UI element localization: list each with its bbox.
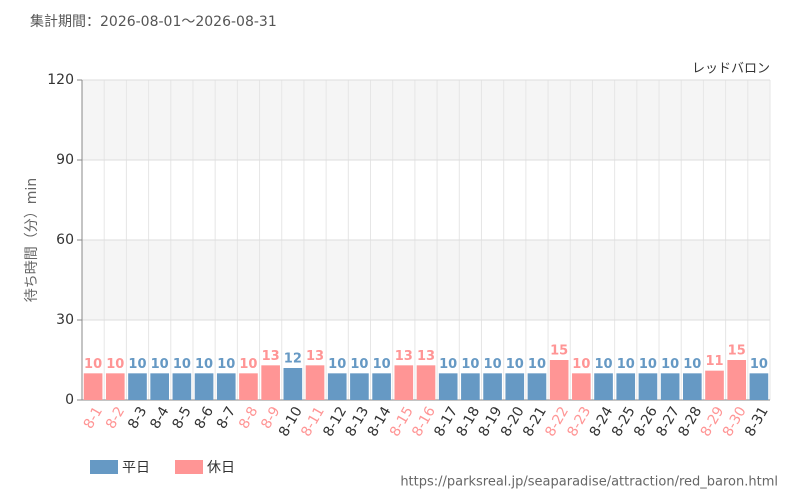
bar	[83, 373, 103, 400]
bar	[394, 365, 414, 400]
bar	[216, 373, 236, 400]
legend: 平日 休日	[90, 460, 235, 476]
data-label: 10	[506, 357, 524, 372]
bar	[416, 365, 436, 400]
bar	[594, 373, 613, 400]
data-label: 10	[461, 357, 479, 372]
bar	[172, 373, 192, 400]
x-tick-label: 8-1	[81, 404, 106, 432]
data-label: 10	[750, 357, 768, 372]
data-label: 10	[617, 357, 635, 372]
bar	[727, 360, 747, 400]
data-label: 10	[84, 357, 102, 372]
bar	[261, 365, 280, 400]
bar	[483, 373, 502, 400]
bar	[305, 365, 325, 400]
bar	[705, 370, 724, 400]
bar	[327, 373, 347, 400]
x-tick-label: 8-7	[214, 404, 239, 432]
chart-title: 集計期間：2026-08-01～2026-08-31	[30, 13, 277, 30]
bar	[683, 373, 702, 400]
bar	[128, 373, 147, 400]
data-label: 13	[262, 349, 280, 364]
data-label: 10	[661, 357, 679, 372]
data-label: 10	[328, 357, 346, 372]
data-label: 13	[417, 349, 435, 364]
legend-label: 休日	[207, 460, 235, 476]
bar	[105, 373, 125, 400]
bar	[660, 373, 680, 400]
data-label: 10	[173, 357, 191, 372]
x-tick-label: 8-31	[742, 404, 772, 440]
y-tick-label: 60	[56, 232, 74, 248]
data-label: 10	[217, 357, 235, 372]
data-label: 15	[550, 344, 568, 359]
bar	[150, 373, 169, 400]
y-tick-label: 90	[56, 152, 74, 168]
data-label: 10	[373, 357, 391, 372]
legend-swatch	[175, 460, 203, 474]
bar	[572, 373, 591, 400]
x-tick-label: 8-4	[147, 404, 172, 432]
x-tick-label: 8-6	[192, 404, 217, 432]
bar	[638, 373, 658, 400]
bar	[350, 373, 369, 400]
plot-band	[82, 80, 770, 160]
data-label: 10	[439, 357, 457, 372]
data-label: 10	[595, 357, 613, 372]
annotation: レッドバロン	[692, 62, 770, 77]
x-tick-label: 8-3	[125, 404, 150, 432]
data-label: 10	[528, 357, 546, 372]
data-label: 10	[350, 357, 368, 372]
bar	[194, 373, 214, 400]
data-label: 13	[306, 349, 324, 364]
y-tick-label: 120	[47, 72, 74, 88]
y-tick-label: 0	[65, 392, 74, 408]
data-label: 10	[239, 357, 257, 372]
data-label: 13	[395, 349, 413, 364]
data-label: 10	[484, 357, 502, 372]
legend-swatch	[90, 460, 118, 474]
y-axis-label: 待ち時間（分）min	[24, 178, 40, 302]
bar	[549, 360, 569, 400]
bar	[527, 373, 547, 400]
bar	[616, 373, 636, 400]
y-tick-label: 30	[56, 312, 74, 328]
plot-band	[82, 240, 770, 320]
bar	[749, 373, 769, 400]
source-url: https://parksreal.jp/seaparadise/attract…	[400, 475, 778, 490]
x-tick-label: 8-8	[236, 404, 261, 432]
data-label: 10	[639, 357, 657, 372]
data-label: 11	[705, 354, 723, 369]
data-label: 10	[128, 357, 146, 372]
data-label: 10	[572, 357, 590, 372]
data-label: 12	[284, 352, 302, 367]
bar	[505, 373, 525, 400]
x-tick-label: 8-2	[103, 404, 128, 432]
data-label: 10	[683, 357, 701, 372]
data-label: 10	[106, 357, 124, 372]
bar	[283, 368, 303, 400]
bar	[461, 373, 480, 400]
data-label: 10	[151, 357, 169, 372]
data-label: 15	[728, 344, 746, 359]
bar	[239, 373, 258, 400]
data-label: 10	[195, 357, 213, 372]
legend-label: 平日	[122, 460, 150, 476]
bar	[438, 373, 458, 400]
x-tick-label: 8-5	[170, 404, 195, 432]
bar	[372, 373, 391, 400]
